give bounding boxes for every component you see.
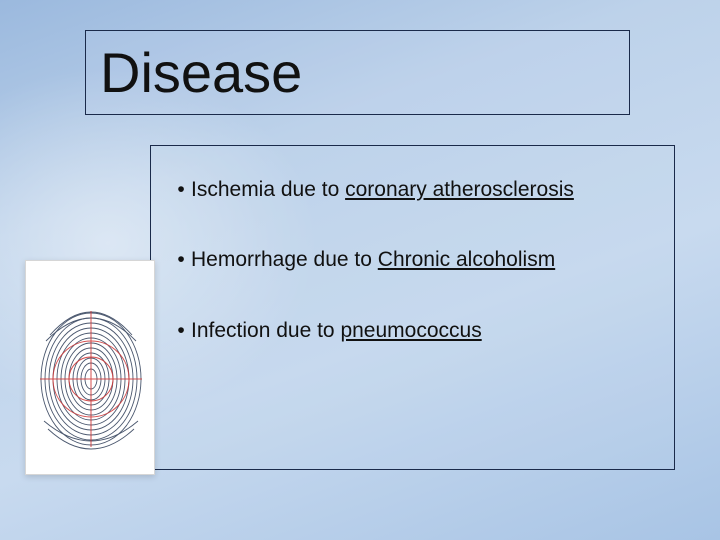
fingerprint-svg xyxy=(34,301,148,451)
bullet-text: Ischemia due to coronary atherosclerosis xyxy=(191,176,574,204)
bullet-underlined: Chronic alcoholism xyxy=(378,248,555,271)
title-box: Disease xyxy=(85,30,630,115)
bullet-icon: • xyxy=(171,178,191,202)
content-box: • Ischemia due to coronary atheroscleros… xyxy=(150,145,675,470)
bullet-prefix: Hemorrhage due to xyxy=(191,248,378,271)
fingerprint-image xyxy=(25,260,155,475)
bullet-underlined: coronary atherosclerosis xyxy=(345,178,574,201)
bullet-icon: • xyxy=(171,319,191,343)
bullet-text: Hemorrhage due to Chronic alcoholism xyxy=(191,246,555,274)
bullet-underlined: pneumococcus xyxy=(340,319,481,342)
bullet-icon: • xyxy=(171,248,191,272)
list-item: • Hemorrhage due to Chronic alcoholism xyxy=(171,246,654,274)
slide-title: Disease xyxy=(100,40,302,105)
list-item: • Infection due to pneumococcus xyxy=(171,317,654,345)
bullet-prefix: Ischemia due to xyxy=(191,178,345,201)
bullet-prefix: Infection due to xyxy=(191,319,340,342)
bullet-text: Infection due to pneumococcus xyxy=(191,317,482,345)
list-item: • Ischemia due to coronary atheroscleros… xyxy=(171,176,654,204)
